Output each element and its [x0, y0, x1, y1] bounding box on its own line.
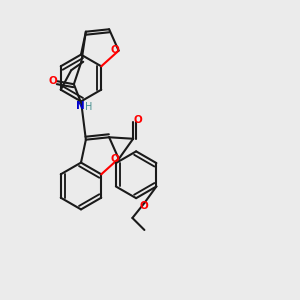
- Text: H: H: [85, 102, 93, 112]
- Text: O: O: [111, 154, 119, 164]
- Text: O: O: [111, 45, 119, 55]
- Text: O: O: [48, 76, 57, 86]
- Text: O: O: [133, 115, 142, 125]
- Text: N: N: [76, 101, 85, 111]
- Text: O: O: [139, 201, 148, 211]
